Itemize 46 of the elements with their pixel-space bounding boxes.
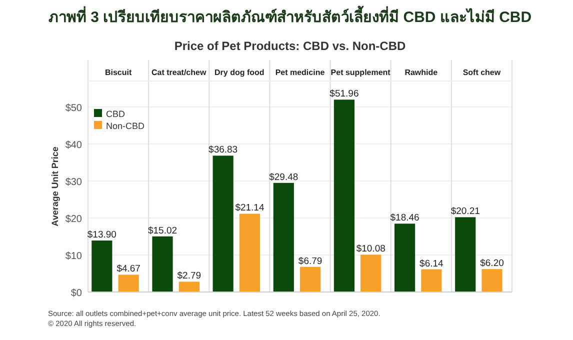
x-tick-label: Biscuit bbox=[104, 68, 132, 77]
data-label: $21.14 bbox=[235, 202, 264, 214]
bar bbox=[273, 182, 294, 292]
bar bbox=[300, 266, 321, 292]
bar bbox=[118, 274, 139, 292]
data-label: $6.79 bbox=[298, 256, 322, 267]
chart-subtitle: Price of Pet Products: CBD vs. Non-CBD bbox=[174, 39, 406, 53]
y-tick-label: $10 bbox=[65, 250, 82, 262]
x-tick-label: Pet supplement bbox=[330, 68, 391, 77]
y-tick-label: $0 bbox=[70, 288, 82, 299]
data-label: $36.83 bbox=[208, 144, 238, 156]
y-axis-title: Average Unit Price bbox=[50, 146, 60, 226]
bar bbox=[212, 156, 234, 292]
bar bbox=[394, 224, 416, 292]
y-tick-label: $50 bbox=[65, 102, 82, 114]
bar bbox=[178, 282, 200, 292]
bar bbox=[92, 240, 112, 292]
data-label: $18.46 bbox=[390, 212, 420, 224]
data-label: $13.90 bbox=[87, 230, 116, 241]
data-label: $6.14 bbox=[420, 258, 444, 270]
data-label: $20.21 bbox=[450, 206, 480, 218]
bar bbox=[239, 214, 260, 292]
data-label: $6.20 bbox=[480, 258, 504, 270]
data-label: $51.96 bbox=[330, 88, 359, 100]
x-tick-label: Soft chew bbox=[462, 68, 502, 77]
data-label: $15.02 bbox=[148, 225, 178, 236]
data-label: $10.08 bbox=[356, 244, 386, 255]
y-tick-label: $30 bbox=[65, 176, 82, 188]
bar bbox=[334, 100, 355, 292]
x-tick-label: Dry dog food bbox=[214, 68, 264, 77]
x-tick-label: Cat treat/chew bbox=[152, 68, 207, 77]
data-label: $2.79 bbox=[177, 270, 202, 282]
data-label: $4.67 bbox=[116, 264, 140, 275]
chart-title: ภาพที่ 3 เปรียบเทียบราคาผลิตภัณฑ์สำหรับสัตว์เลี้ยงที่มี CBD และไม่มี CBD bbox=[48, 5, 532, 26]
legend-label: CBD bbox=[106, 109, 126, 119]
bar bbox=[482, 269, 502, 292]
y-tick-label: $40 bbox=[65, 140, 82, 151]
x-tick-label: Rawhide bbox=[404, 68, 438, 77]
data-label: $29.48 bbox=[269, 172, 298, 183]
bar bbox=[421, 269, 442, 292]
bar bbox=[360, 254, 382, 292]
bar bbox=[455, 217, 476, 292]
bar bbox=[152, 236, 173, 292]
x-tick-label: Pet medicine bbox=[275, 68, 326, 77]
y-tick-label: $20 bbox=[65, 214, 82, 225]
legend-label: Non-CBD bbox=[106, 121, 146, 131]
